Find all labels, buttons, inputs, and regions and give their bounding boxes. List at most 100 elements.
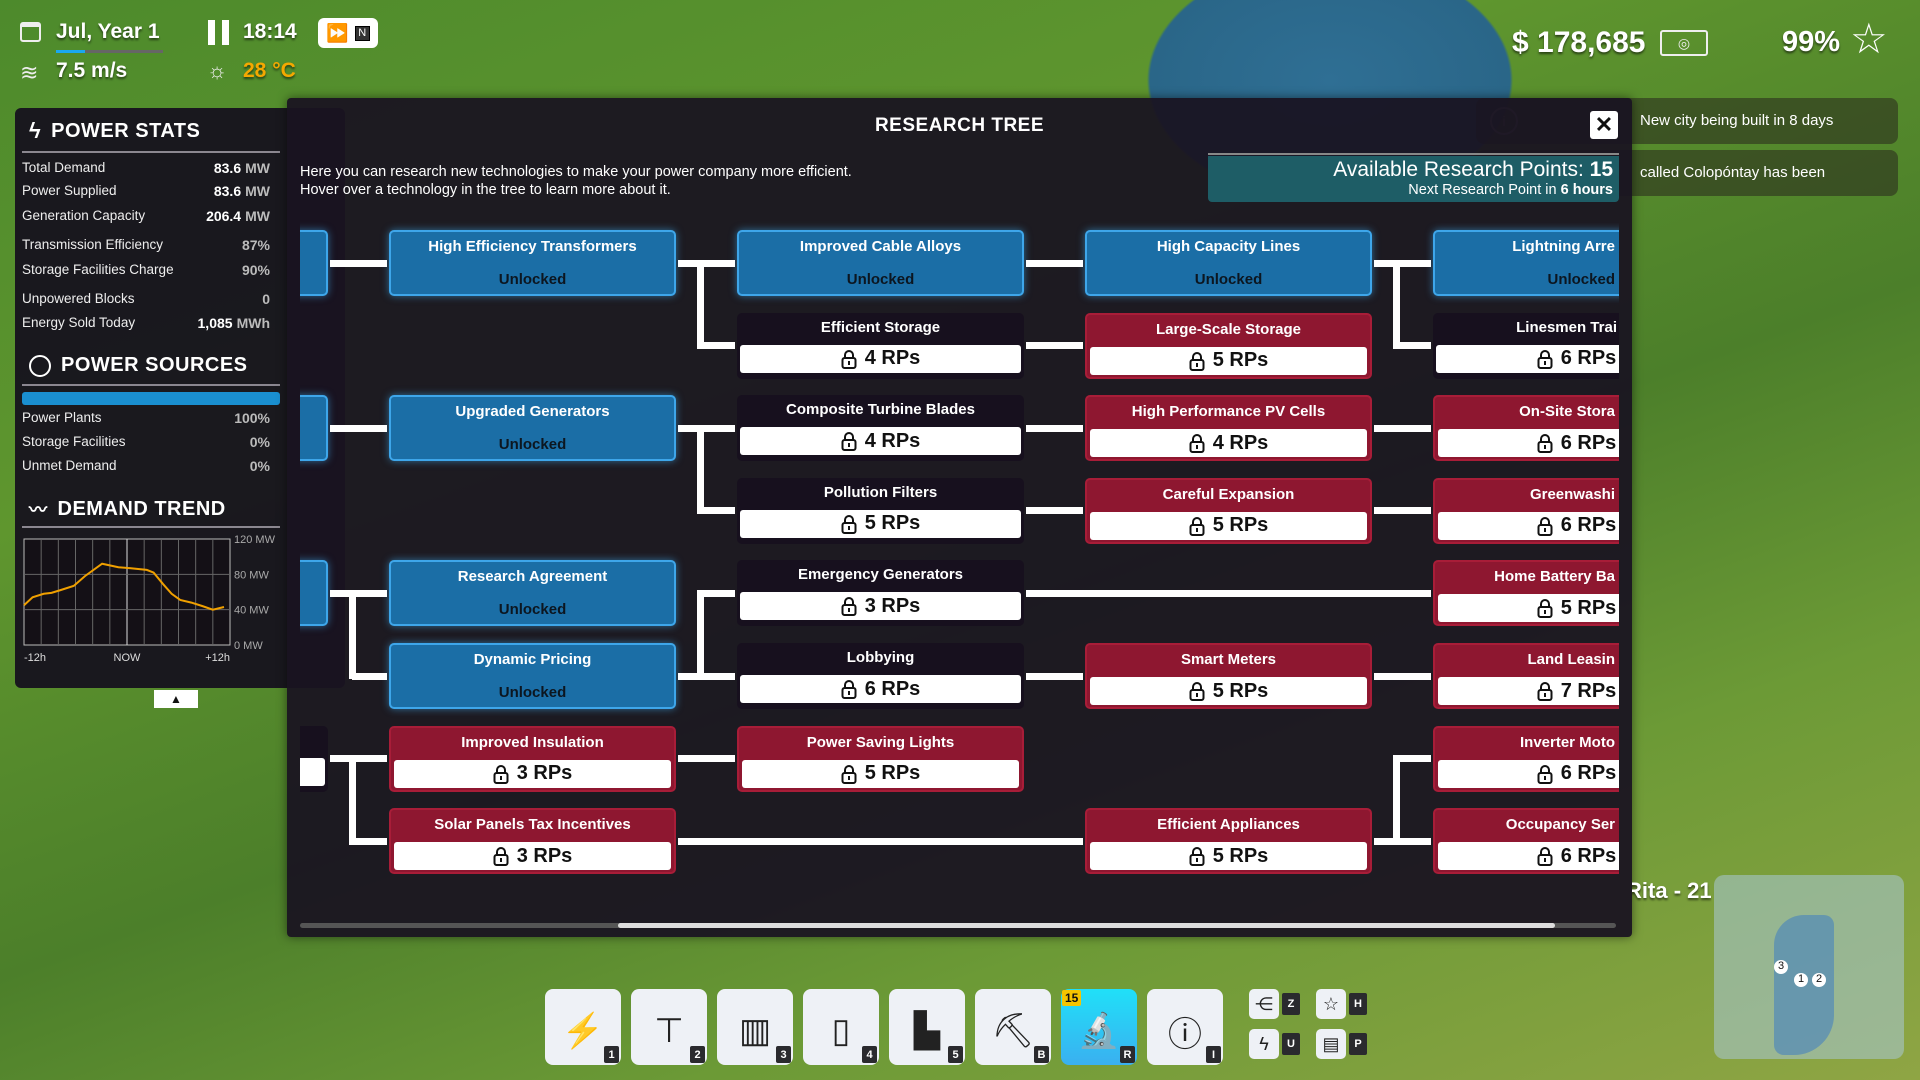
tech-card[interactable]: Emergency Generators 3 RPs (737, 560, 1024, 627)
buildings-button[interactable]: ▤ (1316, 1029, 1346, 1059)
tech-card[interactable]: Composite Turbine Blades 4 RPs (737, 395, 1024, 462)
tech-status: Unlocked (1194, 271, 1263, 288)
tech-card[interactable]: Efficient Appliances 5 RPs (1085, 808, 1372, 875)
tech-card[interactable]: Dynamic Pricing Unlocked (389, 643, 676, 709)
tech-name: Improved Cable Alloys (799, 238, 962, 255)
tech-card[interactable]: Land Leasin 7 RPs (1433, 643, 1619, 709)
fast-forward-button[interactable]: ⏩ N (318, 18, 378, 48)
network-button[interactable]: ⋲ (1249, 989, 1279, 1019)
scrollbar-thumb[interactable] (618, 923, 1555, 928)
tech-card[interactable]: Lobbying 6 RPs (737, 643, 1024, 709)
tech-card[interactable]: Improved Cable Alloys Unlocked (737, 230, 1024, 296)
connector-line (1026, 589, 1431, 597)
power-plant-button[interactable]: ▙ 5 (889, 989, 965, 1065)
demand-trend-title: DEMAND TREND (57, 497, 226, 520)
connector-line (700, 342, 735, 350)
power-sources-header: POWER SOURCES (29, 354, 248, 377)
tech-card[interactable]: Home Battery Ba 5 RPs (1433, 560, 1619, 627)
tech-card[interactable]: Research Agreement Unlocked (389, 560, 676, 627)
tech-cost: 6 RPs (1438, 511, 1619, 540)
tech-card[interactable] (300, 725, 328, 792)
favorites-button[interactable]: ☆ (1316, 989, 1346, 1019)
info-button[interactable]: ⓘ I (1147, 989, 1223, 1065)
pause-icon[interactable] (208, 20, 229, 45)
notification-text: called Colopóntay has been (1640, 164, 1826, 181)
tech-card[interactable]: Inverter Moto 6 RPs (1433, 725, 1619, 792)
divider (22, 151, 280, 153)
power-button[interactable]: ϟ (1249, 1029, 1279, 1059)
sun-icon: ☼ (207, 58, 228, 83)
tech-card[interactable]: Lightning Arre Unlocked (1433, 230, 1619, 296)
tech-card[interactable]: Efficient Storage 4 RPs (737, 312, 1024, 379)
tech-cost-value: 6 RPs (1560, 844, 1617, 867)
stat-value: 83.6 (213, 183, 242, 199)
tech-cost: 5 RPs (742, 759, 1019, 788)
tech-card[interactable]: Solar Panels Tax Incentives 3 RPs (389, 808, 676, 875)
tech-card[interactable]: Upgraded Generators Unlocked (389, 395, 676, 462)
connector-line (1374, 837, 1396, 845)
star-icon[interactable]: ☆ (1850, 15, 1888, 62)
tech-name: Efficient Appliances (1157, 816, 1300, 834)
fast-forward-key: N (354, 25, 370, 41)
tech-cost-value: 3 RPs (516, 762, 573, 785)
bulldozer-icon: ⛏ (991, 1012, 1035, 1050)
lock-icon (1537, 764, 1553, 784)
stat-unit: MW (245, 183, 270, 199)
close-button[interactable]: ✕ (1590, 111, 1618, 139)
tech-name: Occupancy Ser (1505, 816, 1615, 834)
battery-storage-button[interactable]: ▯ 4 (803, 989, 879, 1065)
fast-forward-icon: ⏩ (326, 22, 349, 43)
tech-card[interactable]: High Capacity Lines Unlocked (1085, 230, 1372, 296)
collapse-panel-button[interactable]: ▲ (154, 690, 198, 708)
tech-card[interactable]: Careful Expansion 5 RPs (1085, 477, 1372, 544)
lock-icon (1537, 598, 1553, 619)
stat-unit: MWh (236, 315, 270, 331)
tech-card[interactable]: On-Site Stora 6 RPs (1433, 395, 1619, 462)
wind-label: 7.5 m/s (56, 59, 128, 82)
date-label: Jul, Year 1 (56, 20, 160, 43)
horizontal-scrollbar[interactable] (300, 923, 1616, 928)
minimap[interactable]: 3 1 2 (1714, 875, 1904, 1059)
tech-name: Composite Turbine Blades (786, 401, 975, 419)
substation-button[interactable]: ▥ 3 (717, 989, 793, 1065)
connector-line (678, 672, 700, 680)
tech-name: Improved Insulation (461, 733, 604, 751)
tech-card[interactable]: Large-Scale Storage 5 RPs (1085, 312, 1372, 379)
connector-line (1026, 342, 1083, 350)
tech-card[interactable] (300, 230, 328, 296)
tech-card[interactable]: Linesmen Trai 6 RPs (1433, 312, 1619, 379)
source-label: Storage Facilities (22, 434, 126, 449)
connector-line (1374, 259, 1396, 267)
tech-name: Inverter Moto (1519, 733, 1615, 751)
connector-line (348, 589, 356, 680)
tech-card[interactable] (300, 560, 328, 627)
bulldozer-button[interactable]: ⛏ B (975, 989, 1051, 1065)
city-label: Santa Rita - 21 (1560, 878, 1712, 903)
tech-status: Unlocked (498, 601, 567, 619)
connector-line (352, 755, 387, 763)
research-button[interactable]: 🔬 R 15 (1061, 989, 1137, 1065)
buildings-icon: ▤ (1322, 1033, 1340, 1054)
notification-text: New city being built in 8 days (1640, 112, 1834, 129)
tech-card[interactable]: Improved Insulation 3 RPs (389, 725, 676, 792)
tech-cost-value: 6 RPs (864, 677, 921, 700)
lock-icon (841, 431, 857, 452)
tech-card[interactable]: Power Saving Lights 5 RPs (737, 725, 1024, 792)
tech-card[interactable]: Greenwashi 6 RPs (1433, 477, 1619, 544)
connector-line (678, 755, 735, 763)
tech-card[interactable]: High Efficiency Transformers Unlocked (389, 230, 676, 296)
stat-unit: MW (245, 160, 270, 176)
connector-line (700, 672, 735, 680)
tech-card[interactable]: High Performance PV Cells 4 RPs (1085, 395, 1372, 462)
research-tree-viewport[interactable]: High Efficiency Transformers Unlocked Impr… (300, 220, 1619, 920)
tech-card[interactable]: Smart Meters 5 RPs (1085, 643, 1372, 709)
tech-card[interactable]: Occupancy Ser 6 RPs (1433, 808, 1619, 875)
lock-icon (841, 514, 857, 534)
tech-cost-value: 6 RPs (1560, 514, 1617, 537)
transmission-tower-button[interactable]: ⚡ 1 (545, 989, 621, 1065)
power-pole-button[interactable]: ⊤ 2 (631, 989, 707, 1065)
tech-status: Unlocked (846, 271, 915, 288)
stat-label: Unpowered Blocks (22, 291, 135, 306)
tech-card[interactable]: Pollution Filters 5 RPs (737, 477, 1024, 544)
tech-card[interactable] (300, 395, 328, 462)
